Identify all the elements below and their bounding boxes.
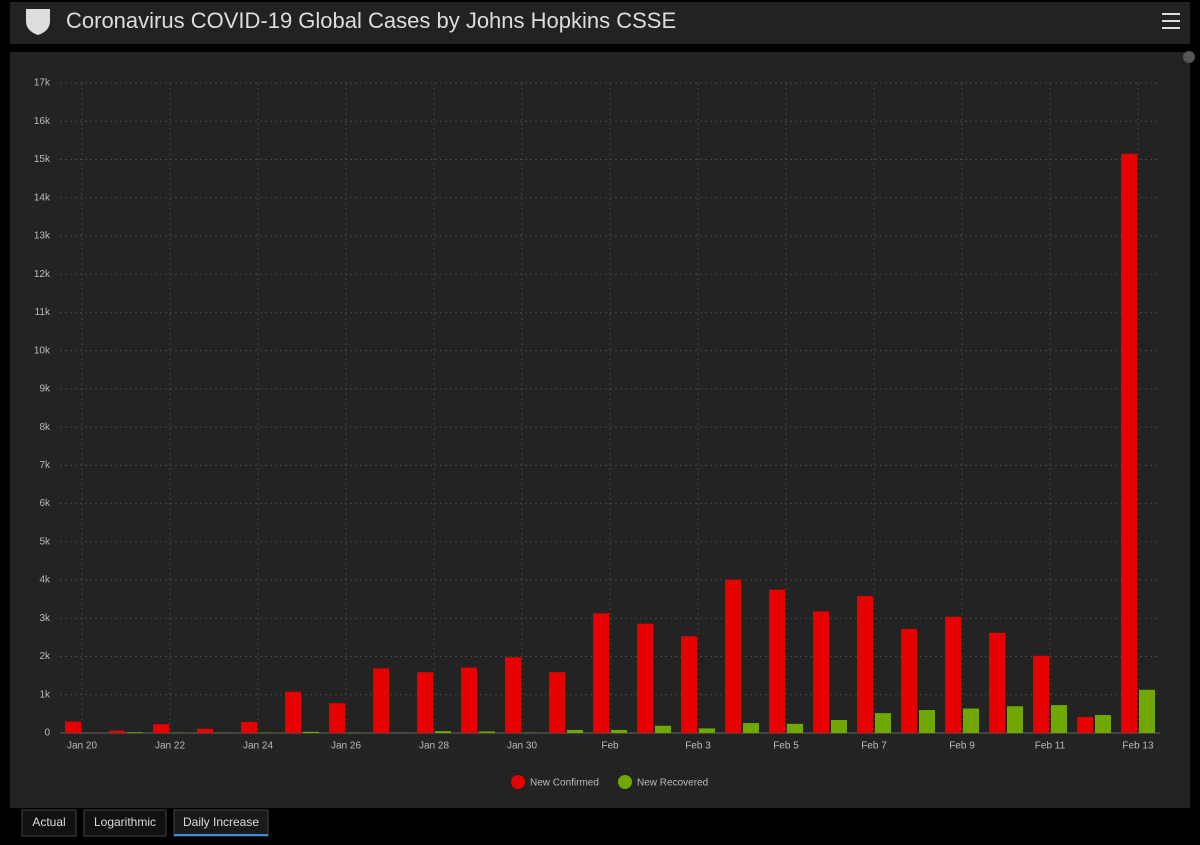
bar [417,672,433,733]
bar [681,636,697,733]
x-tick-label: Jan 26 [331,741,361,752]
y-tick-label: 6k [39,498,51,509]
y-tick-label: 14k [34,192,51,203]
legend-label: New Confirmed [530,778,599,789]
bar [1051,705,1067,733]
x-tick-label: Jan 20 [67,741,97,752]
bar [549,672,565,733]
bar [435,731,451,733]
tab-label[interactable]: Daily Increase [183,815,259,829]
y-tick-label: 4k [39,575,51,586]
bar [373,668,389,733]
y-tick-label: 12k [34,269,51,280]
expand-button[interactable] [1183,51,1195,63]
legend-marker [618,775,632,789]
y-tick-label: 5k [39,536,51,547]
bar [655,726,671,733]
x-tick-label: Jan 24 [243,741,273,752]
tab-label[interactable]: Actual [32,815,65,829]
legend-label: New Recovered [637,778,708,789]
bar [153,724,169,733]
bar [611,730,627,733]
bar [699,728,715,733]
bar [813,611,829,733]
bar [1121,154,1137,733]
y-tick-label: 7k [39,460,51,471]
bar [109,731,125,733]
bar [875,713,891,733]
bar [1033,656,1049,733]
x-tick-label: Feb 9 [949,741,975,752]
y-tick-label: 16k [34,116,51,127]
bar [787,724,803,733]
bar [479,731,495,733]
y-tick-label: 9k [39,384,51,395]
bar [989,633,1005,733]
x-tick-label: Feb 11 [1035,741,1066,752]
y-tick-label: 3k [39,613,51,624]
bar [769,590,785,733]
y-tick-label: 15k [34,154,51,165]
bar [945,617,961,733]
y-tick-label: 11k [35,307,51,318]
bar [197,729,213,733]
bar [241,722,257,733]
x-tick-label: Jan 22 [155,741,185,752]
bar [1139,690,1155,733]
bar [857,596,873,733]
bar [1007,706,1023,733]
bar [1077,717,1093,733]
bar [963,709,979,733]
x-tick-label: Feb 7 [861,741,887,752]
bar [593,613,609,733]
y-tick-label: 13k [34,231,51,242]
bar [461,668,477,733]
x-tick-label: Feb 13 [1122,741,1154,752]
bar [901,629,917,733]
x-tick-label: Jan 28 [419,741,449,752]
y-tick-label: 1k [39,689,51,700]
y-tick-label: 10k [34,345,51,356]
x-tick-label: Feb 5 [773,741,799,752]
x-tick-label: Jan 30 [507,741,537,752]
y-tick-label: 17k [34,78,51,89]
bar [567,730,583,733]
bar [303,732,319,733]
bar [329,703,345,733]
bar [505,657,521,733]
tab-label[interactable]: Logarithmic [94,815,156,829]
bar [743,723,759,733]
y-tick-label: 8k [39,422,51,433]
bar [65,722,81,733]
legend-marker [511,775,525,789]
bar [127,732,143,733]
bar [285,692,301,733]
x-tick-label: Feb 3 [685,741,711,752]
x-tick-label: Feb [601,741,619,752]
bar [725,580,741,733]
bar [1095,715,1111,733]
y-tick-label: 2k [39,651,51,662]
y-tick-label: 0 [44,728,50,739]
bar [637,624,653,733]
tab-active-indicator [174,834,268,836]
bar [919,710,935,733]
header-title: Coronavirus COVID-19 Global Cases by Joh… [66,8,676,33]
bar [831,720,847,733]
